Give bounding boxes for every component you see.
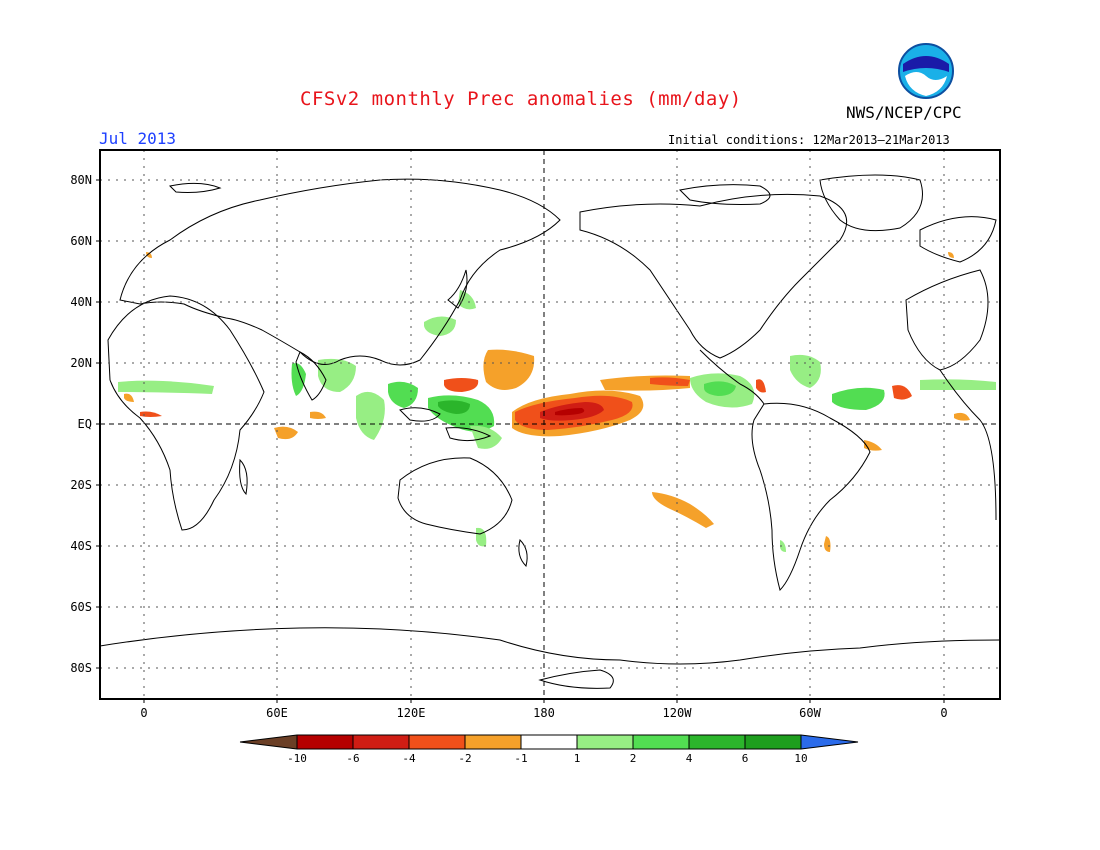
colorbar-swatch-0 bbox=[240, 735, 297, 749]
colorbar-swatch-3 bbox=[409, 735, 465, 749]
lat-label-40s: 40S bbox=[70, 539, 92, 553]
colorbar-label: -2 bbox=[458, 752, 472, 765]
lon-label-60w: 60W bbox=[799, 706, 821, 720]
lat-label-20n: 20N bbox=[70, 356, 92, 370]
colorbar-swatch-5 bbox=[521, 735, 577, 749]
colorbar-label: 10 bbox=[794, 752, 808, 765]
forecast-month: Jul 2013 bbox=[99, 129, 177, 148]
chart-title: CFSv2 monthly Prec anomalies (mm/day) bbox=[300, 88, 742, 110]
colorbar-swatch-1 bbox=[297, 735, 353, 749]
colorbar-swatch-9 bbox=[745, 735, 801, 749]
colorbar-label: -1 bbox=[514, 752, 528, 765]
anomaly-patches bbox=[118, 252, 996, 552]
initial-conditions: Initial conditions: 12Mar2013–21Mar2013 bbox=[668, 133, 950, 147]
lon-label-60e: 60E bbox=[266, 706, 288, 720]
colorbar-label: -4 bbox=[402, 752, 416, 765]
lat-label-60n: 60N bbox=[70, 234, 92, 248]
colorbar-label: 1 bbox=[573, 752, 581, 765]
colorbar-label: 6 bbox=[741, 752, 749, 765]
colorbar-swatch-10 bbox=[801, 735, 858, 749]
lon-label-180: 180 bbox=[533, 706, 555, 720]
colorbar-label: -6 bbox=[346, 752, 360, 765]
colorbar-label: 2 bbox=[629, 752, 637, 765]
coastlines bbox=[99, 174, 1001, 689]
colorbar-label: 4 bbox=[685, 752, 693, 765]
lat-label-80n: 80N bbox=[70, 173, 92, 187]
agency-label: NWS/NCEP/CPC bbox=[846, 103, 962, 122]
gridlines bbox=[100, 150, 1000, 699]
lat-label-40n: 40N bbox=[70, 295, 92, 309]
colorbar bbox=[239, 734, 859, 750]
colorbar-swatch-6 bbox=[577, 735, 633, 749]
lon-label-120w: 120W bbox=[662, 706, 692, 720]
lat-label-eq: EQ bbox=[77, 417, 92, 431]
colorbar-swatch-8 bbox=[689, 735, 745, 749]
lon-label-0-left: 0 bbox=[140, 706, 148, 720]
lat-label-20s: 20S bbox=[70, 478, 92, 492]
noaa-logo bbox=[897, 42, 955, 104]
equator-dateline bbox=[100, 150, 1000, 699]
colorbar-swatch-7 bbox=[633, 735, 689, 749]
axis-ticks bbox=[96, 179, 945, 703]
colorbar-swatch-2 bbox=[353, 735, 409, 749]
lon-label-0-right: 0 bbox=[940, 706, 948, 720]
lon-label-120e: 120E bbox=[396, 706, 426, 720]
colorbar-swatch-4 bbox=[465, 735, 521, 749]
lat-label-60s: 60S bbox=[70, 600, 92, 614]
colorbar-label: -10 bbox=[287, 752, 307, 765]
lat-label-80s: 80S bbox=[70, 661, 92, 675]
